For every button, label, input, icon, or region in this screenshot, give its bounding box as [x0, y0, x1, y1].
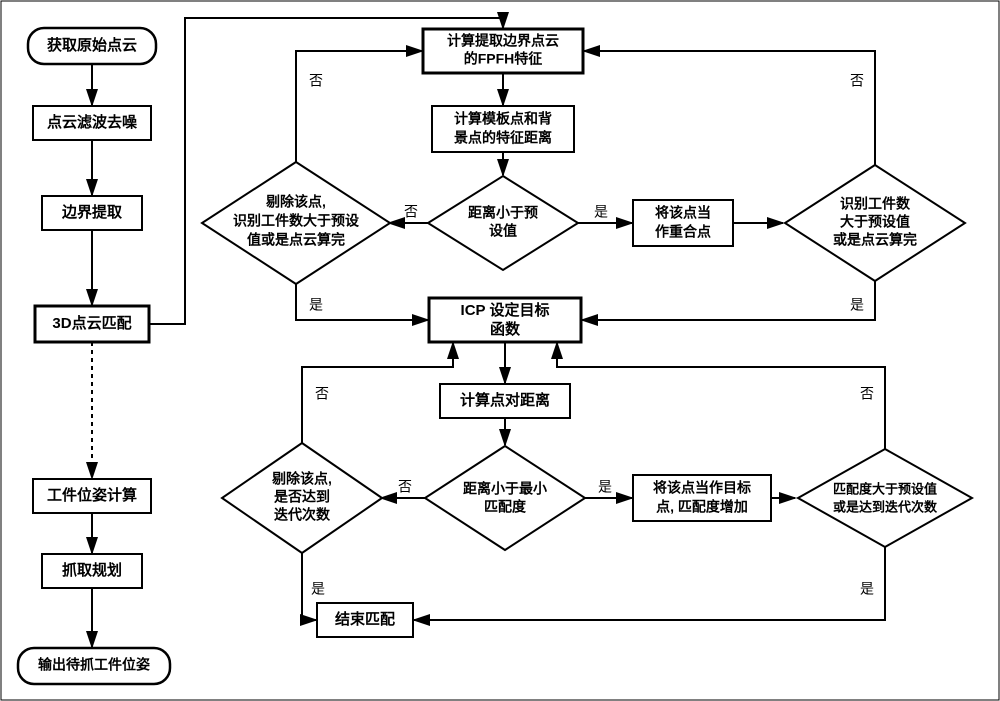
edge-label-yes: 是	[309, 297, 323, 313]
edge-label-no: 否	[309, 73, 323, 89]
node-d1-reject: 剔除该点, 识别工件数大于预设 值或是点云算完	[202, 162, 390, 284]
label2: 设值	[489, 223, 517, 239]
label2: 匹配度	[484, 499, 527, 515]
label2: 识别工件数大于预设	[233, 213, 360, 229]
label1: 剔除该点,	[265, 194, 326, 210]
label: 工件位姿计算	[47, 486, 137, 504]
label2: 景点的特征距离	[454, 130, 552, 146]
label1: 剔除该点,	[271, 471, 332, 487]
edge-label-no: 否	[398, 479, 412, 495]
node-d1-dist: 距离小于预 设值	[428, 176, 578, 270]
label2: 是否达到	[274, 489, 330, 505]
node-overlap: 将该点当 作重合点	[633, 200, 733, 246]
node-pairdist: 计算点对距离	[440, 384, 570, 418]
label2: 或是达到迭代次数	[833, 499, 938, 514]
label1: 计算模板点和背	[454, 111, 552, 127]
edge-label-yes: 是	[594, 204, 608, 220]
node-icp: ICP 设定目标 函数	[429, 298, 581, 342]
edge-label-no: 否	[860, 386, 874, 402]
node-start: 获取原始点云	[28, 28, 156, 64]
label2: 作重合点	[655, 224, 711, 240]
edge-label-yes: 是	[598, 479, 612, 495]
label: 结束匹配	[335, 610, 395, 628]
label2: 的FPFH特征	[464, 51, 543, 67]
node-filter: 点云滤波去噪	[33, 106, 151, 140]
node-d2-iter: 匹配度大于预设值 或是达到迭代次数	[798, 449, 972, 547]
node-pose: 工件位姿计算	[33, 479, 151, 513]
label1: 将该点当作目标	[653, 480, 751, 496]
node-d2-reject: 剔除该点, 是否达到 迭代次数	[222, 443, 382, 553]
label: 输出待抓工件位姿	[38, 657, 151, 673]
label1: 距离小于预	[468, 205, 538, 221]
label1: 匹配度大于预设值	[833, 481, 937, 496]
label: 3D点云匹配	[52, 315, 131, 332]
label2: 函数	[490, 320, 521, 338]
edge-label-yes: 是	[850, 297, 864, 313]
node-d2-dist: 距离小于最小 匹配度	[425, 446, 585, 550]
edge-label-no: 否	[315, 386, 329, 402]
node-grasp: 抓取规划	[42, 554, 142, 588]
edge-label-yes: 是	[860, 581, 874, 597]
label1: 距离小于最小	[463, 481, 547, 497]
label2: 点, 匹配度增加	[656, 499, 748, 515]
edge-label-no: 否	[404, 204, 418, 220]
label2: 大于预设值	[840, 214, 910, 230]
node-fpfh: 计算提取边界点云 的FPFH特征	[423, 29, 583, 73]
node-target: 将该点当作目标 点, 匹配度增加	[633, 475, 771, 521]
label3: 迭代次数	[274, 507, 331, 523]
label3: 值或是点云算完	[247, 232, 345, 248]
node-end: 结束匹配	[317, 603, 413, 637]
label: 点云滤波去噪	[47, 113, 138, 131]
node-featdist: 计算模板点和背 景点的特征距离	[432, 106, 574, 152]
label: 获取原始点云	[47, 36, 137, 54]
node-d1-count: 识别工件数 大于预设值 或是点云算完	[785, 165, 965, 281]
edge-label-yes: 是	[311, 581, 325, 597]
node-3dmatch: 3D点云匹配	[35, 306, 149, 342]
label1: 将该点当	[655, 205, 711, 221]
edge-label-no: 否	[850, 73, 864, 89]
label1: 计算提取边界点云	[447, 33, 559, 49]
node-boundary: 边界提取	[42, 196, 142, 230]
label: 边界提取	[61, 204, 123, 221]
label1: 识别工件数	[840, 196, 911, 212]
label: 抓取规划	[62, 561, 122, 579]
label1: ICP 设定目标	[461, 301, 550, 319]
label: 计算点对距离	[460, 391, 550, 409]
label3: 或是点云算完	[833, 232, 917, 248]
node-output: 输出待抓工件位姿	[18, 648, 170, 684]
flowchart-diagram: 获取原始点云 点云滤波去噪 边界提取 3D点云匹配 工件位姿计算 抓取规划 输出…	[0, 0, 1000, 701]
